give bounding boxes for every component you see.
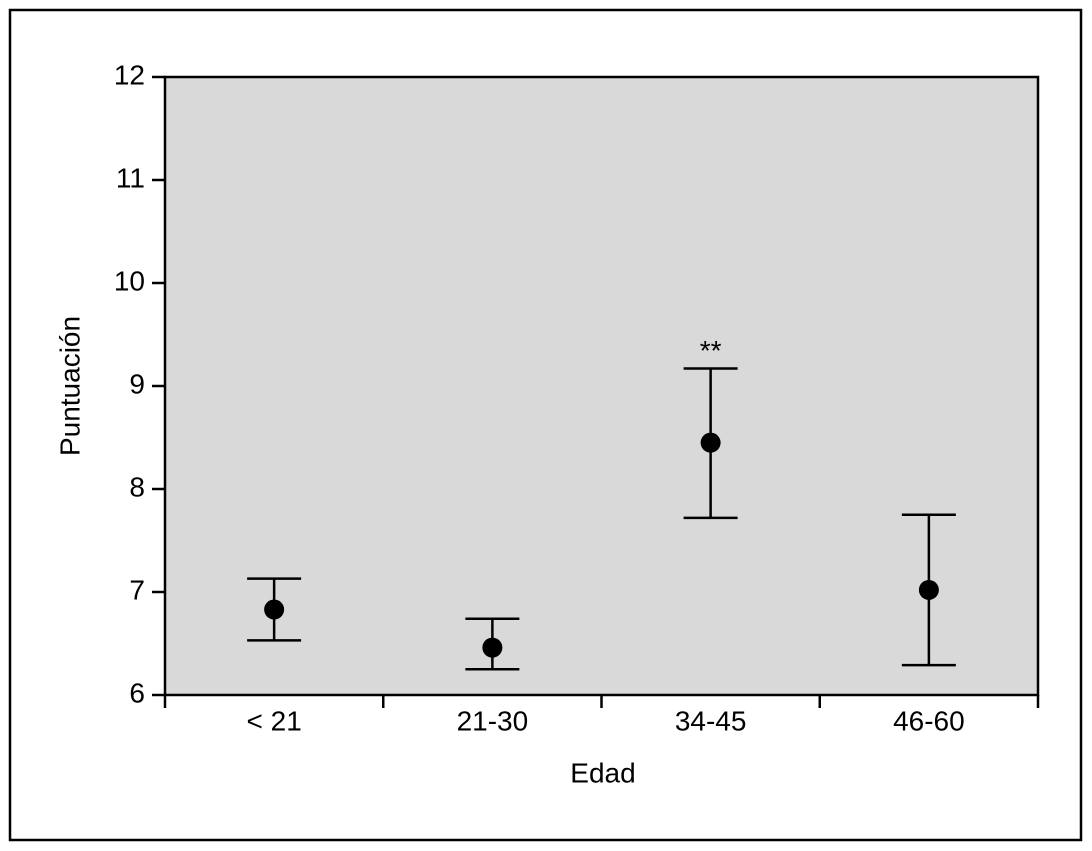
point — [700, 432, 721, 453]
x-tick-label: < 21 — [246, 705, 301, 736]
y-tick-label: 10 — [114, 265, 145, 296]
x-tick-label: 46-60 — [893, 705, 965, 736]
point — [482, 637, 503, 658]
x-tick-label: 34-45 — [675, 705, 747, 736]
y-tick-label: 8 — [129, 471, 145, 502]
y-tick-label: 11 — [116, 162, 145, 193]
plot-area — [163, 75, 1040, 697]
y-axis-title: Puntuación — [54, 316, 85, 456]
point — [918, 579, 939, 600]
x-tick-label: 21-30 — [457, 705, 529, 736]
y-tick-label: 9 — [129, 368, 145, 399]
x-axis-title: Edad — [570, 757, 635, 788]
point — [264, 599, 285, 620]
annotation: ** — [700, 335, 722, 366]
y-tick-label: 6 — [129, 677, 145, 708]
y-tick-label: 12 — [114, 59, 145, 90]
y-tick-label: 7 — [129, 574, 145, 605]
